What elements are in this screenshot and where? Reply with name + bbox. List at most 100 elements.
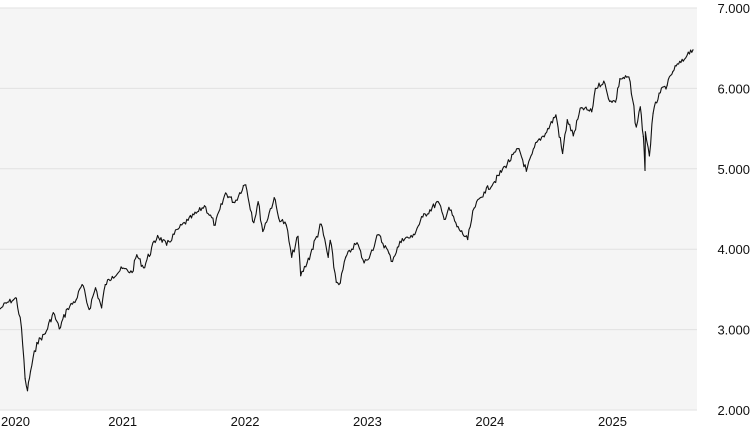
data-point-33 <box>242 185 244 187</box>
data-point-36 <box>257 201 259 203</box>
data-point-92 <box>652 112 654 114</box>
y-tick-label-4000: 4.000 <box>717 242 750 257</box>
data-point-76 <box>566 119 568 121</box>
data-point-2 <box>12 299 15 301</box>
x-tick-label-2022: 2022 <box>231 414 260 429</box>
data-point-26 <box>177 228 179 230</box>
data-point-70 <box>518 148 520 150</box>
data-point-63 <box>448 206 450 208</box>
data-point-32 <box>234 201 236 204</box>
data-point-45 <box>320 223 322 225</box>
data-point-58 <box>401 238 403 240</box>
data-point-68 <box>493 181 496 183</box>
data-point-15 <box>88 308 90 311</box>
data-point-77 <box>572 135 574 137</box>
x-tick-label-2025: 2025 <box>598 414 627 429</box>
x-tick-label-2021: 2021 <box>108 414 137 429</box>
data-point-27 <box>187 219 189 221</box>
data-point-82 <box>607 98 610 100</box>
data-point-10 <box>52 312 54 314</box>
data-point-61 <box>437 201 439 203</box>
data-point-25 <box>166 244 168 246</box>
data-point-85 <box>628 76 630 78</box>
data-point-38 <box>273 197 275 199</box>
data-point-84 <box>619 78 621 80</box>
data-point-3 <box>15 297 18 299</box>
data-point-28 <box>197 210 200 213</box>
data-point-0 <box>0 308 1 310</box>
data-point-52 <box>356 242 358 244</box>
data-point-23 <box>142 267 145 269</box>
data-point-11 <box>58 328 60 330</box>
data-point-12 <box>66 308 68 310</box>
data-point-65 <box>467 238 469 241</box>
data-point-9 <box>44 333 46 335</box>
data-point-96 <box>675 65 677 67</box>
plot-background <box>0 8 697 410</box>
data-point-18 <box>104 283 106 286</box>
data-point-75 <box>561 152 564 155</box>
series-layer <box>0 49 694 392</box>
data-point-72 <box>536 141 538 143</box>
data-point-43 <box>300 275 302 277</box>
data-point-20 <box>121 267 123 270</box>
data-point-39 <box>277 217 280 219</box>
data-point-22 <box>136 254 138 256</box>
data-point-19 <box>111 275 113 278</box>
y-tick-label-2000: 2.000 <box>717 403 750 418</box>
data-point-83 <box>614 101 617 103</box>
data-point-34 <box>245 184 247 186</box>
data-point-30 <box>214 224 216 226</box>
data-point-64 <box>456 226 458 228</box>
data-point-89 <box>644 169 646 172</box>
x-axis-tick-labels: 2020 2021 2022 2023 2024 2025 <box>1 414 627 429</box>
data-point-53 <box>363 262 365 264</box>
data-point-56 <box>388 252 390 254</box>
data-point-4 <box>20 327 23 329</box>
x-tick-label-2024: 2024 <box>475 414 504 429</box>
data-point-51 <box>351 248 353 250</box>
data-point-8 <box>36 341 38 344</box>
data-point-59 <box>411 236 413 238</box>
data-point-57 <box>390 260 392 262</box>
data-point-94 <box>666 84 668 86</box>
data-point-54 <box>369 253 372 255</box>
data-point-21 <box>131 271 133 274</box>
data-point-48 <box>335 281 337 283</box>
data-point-49 <box>339 282 341 284</box>
data-point-17 <box>100 307 103 309</box>
data-point-35 <box>253 222 255 224</box>
data-point-73 <box>544 132 547 135</box>
data-point-62 <box>443 218 445 221</box>
data-point-90 <box>644 131 646 133</box>
data-point-47 <box>329 239 331 241</box>
y-tick-label-7000: 7.000 <box>717 1 750 16</box>
data-point-13 <box>75 299 77 301</box>
data-point-86 <box>635 126 637 128</box>
data-point-46 <box>327 256 329 258</box>
data-point-29 <box>203 205 206 207</box>
data-point-67 <box>483 191 485 193</box>
x-tick-label-2020: 2020 <box>1 414 30 429</box>
y-tick-label-5000: 5.000 <box>717 162 750 177</box>
data-point-95 <box>672 70 674 73</box>
data-point-24 <box>156 234 159 237</box>
data-point-80 <box>594 87 597 89</box>
data-point-98 <box>687 51 689 53</box>
data-point-44 <box>306 262 308 264</box>
y-axis-tick-labels: 2.000 3.000 4.000 5.000 6.000 7.000 <box>717 1 750 418</box>
x-tick-label-2023: 2023 <box>353 414 382 429</box>
data-point-55 <box>377 234 379 236</box>
data-point-60 <box>422 216 424 218</box>
data-point-6 <box>26 390 29 392</box>
data-point-41 <box>291 256 293 258</box>
data-point-66 <box>473 207 475 209</box>
data-point-87 <box>639 106 641 108</box>
data-point-69 <box>504 165 506 167</box>
data-point-40 <box>285 224 287 226</box>
data-point-81 <box>603 80 605 82</box>
data-point-5 <box>24 378 26 380</box>
data-point-7 <box>29 370 32 373</box>
